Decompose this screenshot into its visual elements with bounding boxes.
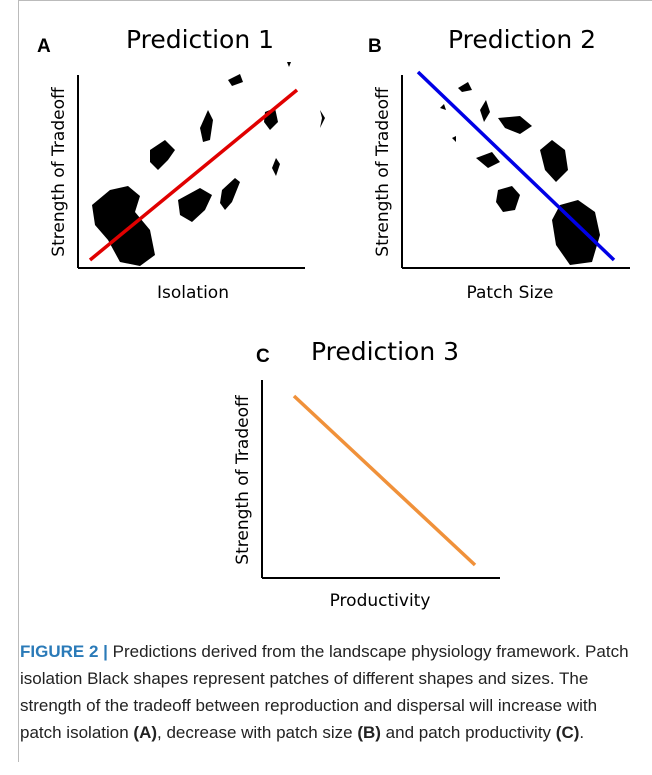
panel-letter: C — [256, 346, 270, 367]
caption-ref: (C) — [555, 723, 580, 742]
caption-text: . — [579, 723, 585, 742]
patches — [92, 62, 325, 266]
caption: FIGURE 2 | Predictions derived from the … — [20, 638, 640, 746]
caption-ref: (B) — [357, 723, 381, 742]
x-axis-label: Productivity — [330, 591, 431, 611]
panel-title: Prediction 1 — [126, 25, 274, 54]
y-axis-label: Strength of Tradeoff — [49, 86, 69, 257]
trend-line — [416, 70, 616, 262]
panel-title: Prediction 3 — [311, 337, 459, 366]
y-axis-label: Strength of Tradeoff — [233, 394, 253, 565]
caption-label: FIGURE 2 | — [20, 642, 108, 661]
caption-text: , decrease with patch size — [157, 723, 358, 742]
x-axis-label: Patch Size — [467, 283, 554, 303]
caption-text: Predictions derived from the landscape p… — [20, 642, 629, 742]
patches — [440, 82, 600, 265]
caption-ref: (A) — [133, 723, 158, 742]
panel-letter: A — [37, 36, 51, 57]
panel-title: Prediction 2 — [448, 25, 596, 54]
figure: A Prediction 1 Isolation Strength of Tra… — [37, 25, 630, 611]
panel-letter: B — [368, 36, 382, 57]
figure-frame — [18, 0, 652, 762]
trend-line — [292, 394, 477, 567]
y-axis-label: Strength of Tradeoff — [373, 86, 393, 257]
trend-line — [88, 88, 299, 262]
x-axis-label: Isolation — [157, 283, 229, 303]
caption-text: and patch productivity — [380, 723, 556, 742]
